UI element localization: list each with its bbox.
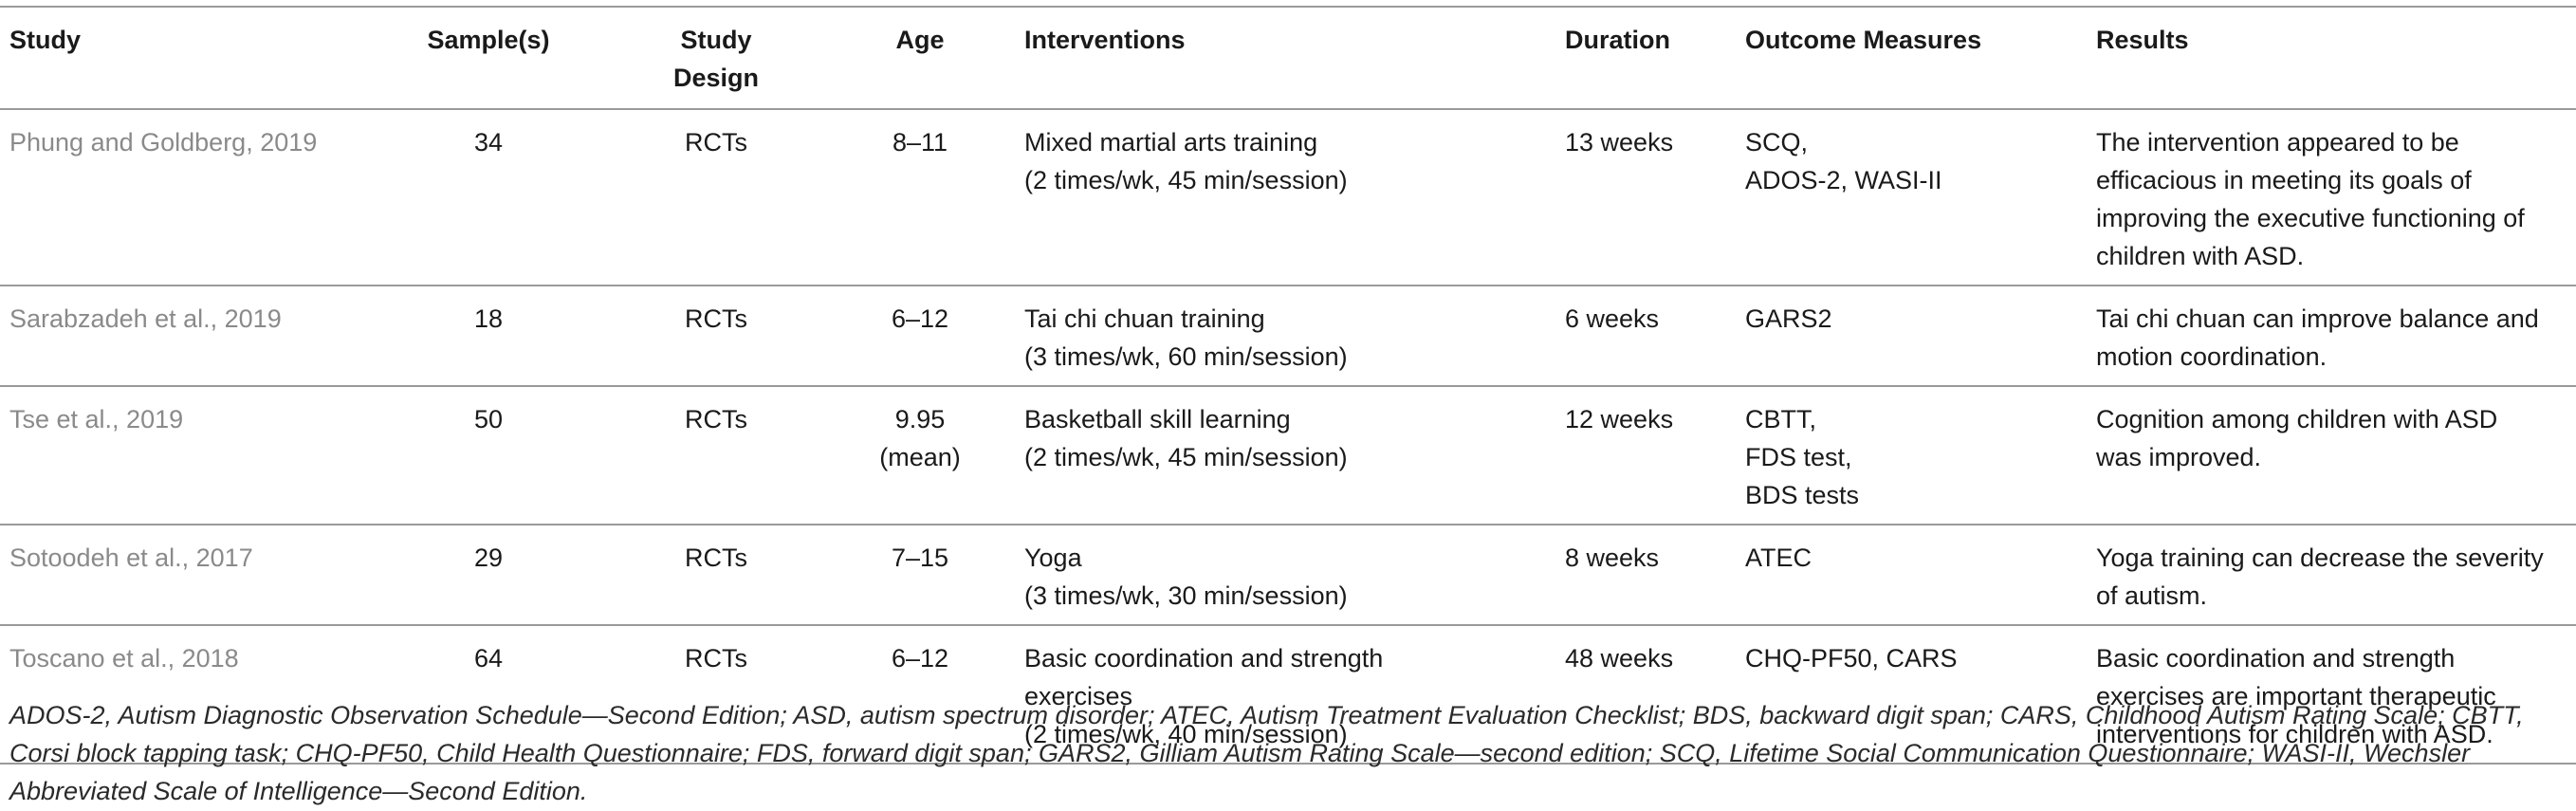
- design-cell: RCTs: [685, 304, 747, 333]
- duration-cell: 6 weeks: [1565, 304, 1660, 333]
- col-header-outcomes: Outcome Measures: [1745, 26, 1982, 54]
- interventions-cell: Yoga (3 times/wk, 30 min/session): [1024, 544, 1348, 610]
- study-cell: Tse et al., 2019: [9, 405, 184, 433]
- col-header-study: Study: [9, 26, 82, 54]
- study-cell: Sarabzadeh et al., 2019: [9, 304, 282, 333]
- age-cell: 6–12: [891, 304, 949, 333]
- table-row: Toscano et al., 2018 64 RCTs 6–12 Basic …: [0, 625, 2576, 764]
- interventions-cell: Tai chi chuan training (3 times/wk, 60 m…: [1024, 304, 1348, 371]
- interventions-cell: Basic coordination and strength exercise…: [1024, 644, 1384, 748]
- duration-cell: 8 weeks: [1565, 544, 1660, 572]
- header-row: Study Sample(s) Study Design Age Interve…: [0, 7, 2576, 109]
- outcomes-cell: SCQ, ADOS-2, WASI-II: [1745, 128, 1942, 194]
- study-cell: Phung and Goldberg, 2019: [9, 128, 318, 157]
- table-header: Study Sample(s) Study Design Age Interve…: [0, 7, 2576, 109]
- samples-cell: 64: [473, 644, 504, 673]
- age-cell: 6–12: [891, 644, 949, 673]
- col-header-age: Age: [895, 26, 945, 54]
- col-header-samples: Sample(s): [427, 26, 550, 54]
- table-footnote: ADOS-2, Autism Diagnostic Observation Sc…: [9, 701, 2524, 805]
- age-cell: 9.95 (mean): [879, 405, 961, 471]
- design-cell: RCTs: [685, 644, 747, 673]
- table-row: Sarabzadeh et al., 2019 18 RCTs 6–12 Tai…: [0, 286, 2576, 386]
- outcomes-cell: CBTT, FDS test, BDS tests: [1745, 405, 1860, 509]
- duration-cell: 13 weeks: [1565, 128, 1674, 157]
- samples-cell: 50: [473, 405, 504, 433]
- interventions-cell: Basketball skill learning (2 times/wk, 4…: [1024, 405, 1348, 471]
- outcomes-cell: GARS2: [1745, 304, 1832, 333]
- table-row: Tse et al., 2019 50 RCTs 9.95 (mean) Bas…: [0, 386, 2576, 525]
- results-cell: Yoga training can decrease the severity …: [2096, 544, 2544, 610]
- results-cell: Cognition among children with ASD was im…: [2096, 405, 2498, 471]
- study-cell: Sotoodeh et al., 2017: [9, 544, 253, 572]
- col-header-duration: Duration: [1565, 26, 1670, 54]
- col-header-interventions: Interventions: [1024, 26, 1186, 54]
- interventions-cell: Mixed martial arts training (2 times/wk,…: [1024, 128, 1348, 194]
- duration-cell: 48 weeks: [1565, 644, 1674, 673]
- col-header-design: Study Design: [672, 26, 760, 92]
- duration-cell: 12 weeks: [1565, 405, 1674, 433]
- results-cell: The intervention appeared to be efficaci…: [2096, 128, 2525, 270]
- age-cell: 7–15: [891, 544, 949, 572]
- table-row: Sotoodeh et al., 2017 29 RCTs 7–15 Yoga …: [0, 525, 2576, 625]
- col-header-results: Results: [2096, 26, 2189, 54]
- outcomes-cell: CHQ-PF50, CARS: [1745, 644, 1958, 673]
- studies-table: Study Sample(s) Study Design Age Interve…: [0, 6, 2576, 765]
- samples-cell: 34: [473, 128, 504, 157]
- outcomes-cell: ATEC: [1745, 544, 1812, 572]
- design-cell: RCTs: [685, 405, 747, 433]
- results-cell: Tai chi chuan can improve balance and mo…: [2096, 304, 2539, 371]
- design-cell: RCTs: [685, 128, 747, 157]
- samples-cell: 29: [473, 544, 504, 572]
- results-cell: Basic coordination and strength exercise…: [2096, 644, 2496, 748]
- samples-cell: 18: [473, 304, 504, 333]
- design-cell: RCTs: [685, 544, 747, 572]
- study-cell: Toscano et al., 2018: [9, 644, 239, 673]
- table-row: Phung and Goldberg, 2019 34 RCTs 8–11 Mi…: [0, 109, 2576, 286]
- table-body: Phung and Goldberg, 2019 34 RCTs 8–11 Mi…: [0, 109, 2576, 764]
- age-cell: 8–11: [892, 128, 948, 157]
